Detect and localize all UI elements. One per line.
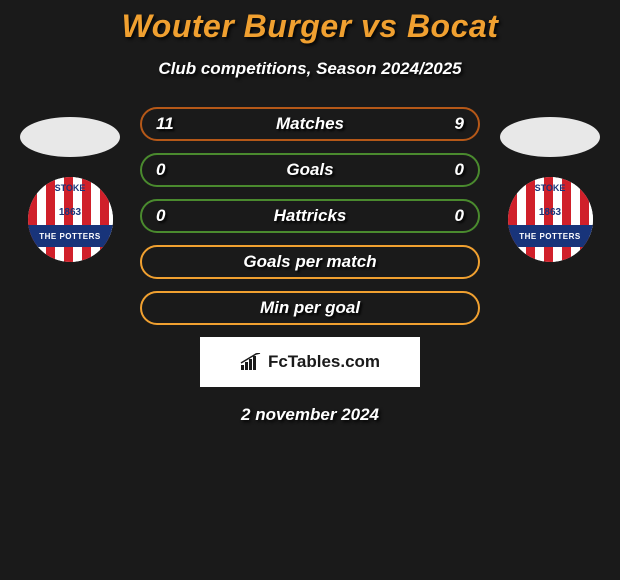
stat-left-value: 0: [156, 206, 186, 226]
stat-label: Goals: [186, 160, 434, 180]
brand-box: FcTables.com: [200, 337, 420, 387]
stat-label: Matches: [186, 114, 434, 134]
stat-label: Goals per match: [186, 252, 434, 272]
crest-band: THE POTTERS: [508, 225, 593, 247]
stat-label: Hattricks: [186, 206, 434, 226]
stat-right-value: 0: [434, 206, 464, 226]
brand-text: FcTables.com: [268, 352, 380, 372]
crest-band: THE POTTERS: [28, 225, 113, 247]
stats-column: 11 Matches 9 0 Goals 0 0 Hattricks 0 Goa…: [140, 107, 480, 325]
crest-top-text: STOKE: [508, 183, 593, 193]
stat-row-min-per-goal: Min per goal: [140, 291, 480, 325]
player-left-column: STOKE 1863 THE POTTERS: [20, 107, 120, 262]
player-right-column: STOKE 1863 THE POTTERS: [500, 107, 600, 262]
stat-row-matches: 11 Matches 9: [140, 107, 480, 141]
stat-left-value: 0: [156, 160, 186, 180]
crest-band-text: THE POTTERS: [519, 232, 581, 241]
crest-band-text: THE POTTERS: [39, 232, 101, 241]
stat-label: Min per goal: [186, 298, 434, 318]
stat-row-goals-per-match: Goals per match: [140, 245, 480, 279]
footer-area: FcTables.com 2 november 2024: [200, 337, 420, 425]
comparison-title: Wouter Burger vs Bocat: [122, 8, 499, 45]
player-left-crest: STOKE 1863 THE POTTERS: [28, 177, 113, 262]
player-left-avatar-placeholder: [20, 117, 120, 157]
stat-row-hattricks: 0 Hattricks 0: [140, 199, 480, 233]
comparison-subtitle: Club competitions, Season 2024/2025: [158, 59, 461, 79]
stat-right-value: 0: [434, 160, 464, 180]
player-right-avatar-placeholder: [500, 117, 600, 157]
crest-year: 1863: [508, 207, 593, 218]
bar-chart-icon: [240, 353, 262, 371]
main-comparison-area: STOKE 1863 THE POTTERS 11 Matches 9 0 Go…: [0, 107, 620, 325]
crest-top-text: STOKE: [28, 183, 113, 193]
stat-left-value: 11: [156, 114, 186, 134]
crest-year: 1863: [28, 207, 113, 218]
comparison-date: 2 november 2024: [241, 405, 379, 425]
stat-row-goals: 0 Goals 0: [140, 153, 480, 187]
stat-right-value: 9: [434, 114, 464, 134]
player-right-crest: STOKE 1863 THE POTTERS: [508, 177, 593, 262]
